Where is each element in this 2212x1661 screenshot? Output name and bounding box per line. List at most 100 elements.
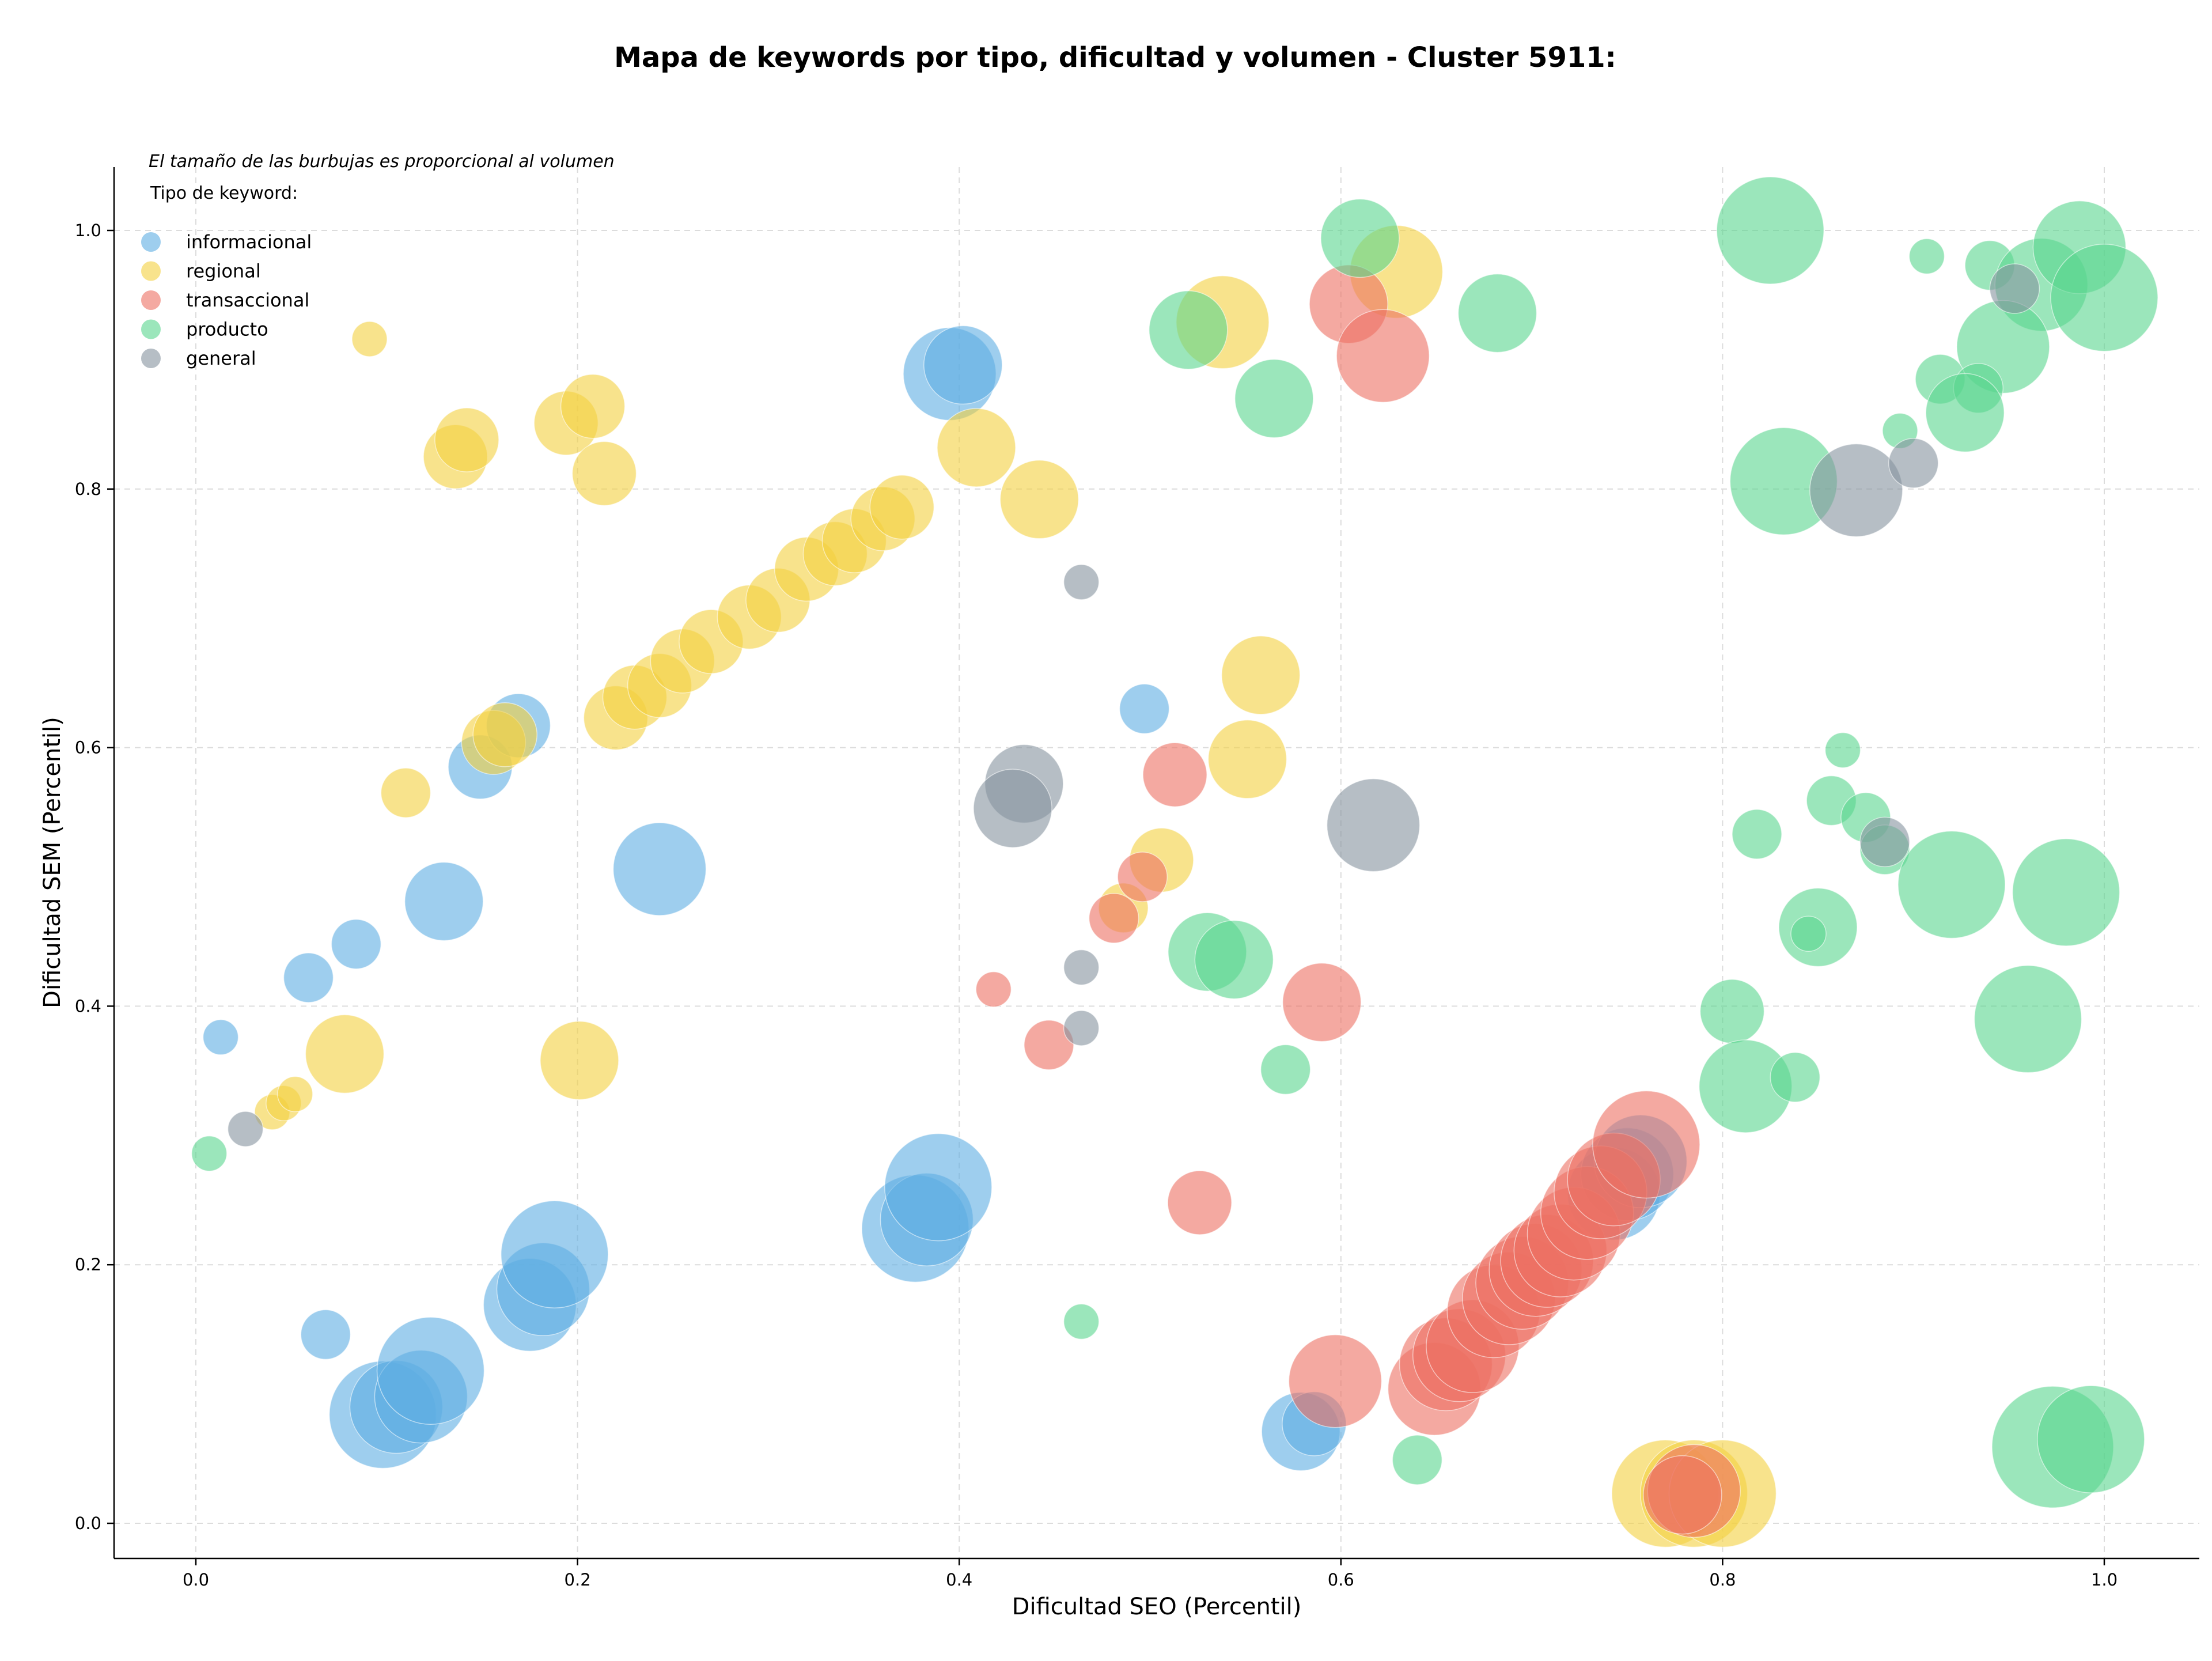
bubble-general-3 (1063, 564, 1100, 600)
legend-marker-transaccional (141, 290, 161, 310)
bubble-informacional-14 (376, 1316, 485, 1425)
bubble-producto-2 (1234, 358, 1314, 438)
bubble-producto-0 (1320, 198, 1400, 278)
bubble-general-0 (1989, 263, 2040, 314)
bubble-producto-25 (1974, 965, 2082, 1073)
bubble-informacional-10 (300, 1309, 351, 1360)
bubble-producto-24 (1790, 915, 1827, 952)
bubble-producto-22 (2012, 838, 2120, 947)
bubble-transaccional-26 (1643, 1455, 1722, 1535)
bubble-informacional-0 (202, 1019, 239, 1055)
bubble-regional-0 (351, 321, 388, 357)
legend-title: Tipo de keyword: (150, 183, 298, 203)
x-tick-label-5: 1.0 (2091, 1570, 2118, 1590)
legend-label-transaccional: transaccional (186, 289, 309, 311)
bubble-transaccional-24 (1592, 1090, 1700, 1199)
bubble-informacional-1 (283, 952, 334, 1003)
x-axis-label: Dificultad SEO (Percentil) (1012, 1594, 1302, 1620)
bubble-regional-4 (560, 373, 626, 439)
bubble-transaccional-6 (1024, 1019, 1074, 1070)
bubble-producto-19 (1732, 809, 1782, 860)
y-tick-label-3: 0.6 (75, 738, 101, 758)
bubble-transaccional-3 (1117, 852, 1168, 902)
bubble-producto-31 (1260, 1044, 1311, 1095)
bubble-producto-34 (1392, 1435, 1443, 1485)
bubble-general-7 (1859, 816, 1910, 868)
x-tick-label-4: 0.8 (1709, 1570, 1736, 1590)
legend: informacional regional transaccional produc… (141, 231, 312, 369)
bubble-informacional-8 (923, 325, 1003, 405)
y-axis-label: Dificultad SEM (Percentil) (39, 717, 66, 1008)
bubble-general-10 (227, 1111, 264, 1147)
bubble-producto-30 (1194, 920, 1274, 1000)
bubble-regional-8 (472, 702, 537, 767)
bubble-regional-31 (540, 1020, 619, 1100)
bubble-regional-29 (277, 1076, 313, 1113)
legend-marker-producto (141, 319, 161, 339)
legend-label-regional: regional (186, 260, 261, 282)
bubble-informacional-2 (331, 918, 382, 970)
bubble-informacional-9 (1119, 683, 1170, 735)
bubble-regional-24 (1207, 720, 1287, 799)
legend-marker-informacional (141, 232, 161, 252)
bubble-transaccional-8 (1167, 1170, 1232, 1235)
bubble-regional-20 (869, 474, 935, 540)
bubble-transaccional-1 (1336, 309, 1430, 403)
legend-label-general: general (186, 347, 256, 369)
bubble-producto-28 (1770, 1052, 1821, 1103)
bubble-producto-1 (1149, 290, 1228, 370)
bubble-transaccional-9 (1288, 1334, 1382, 1428)
bubble-producto-3 (1457, 273, 1537, 353)
bubble-regional-22 (999, 460, 1080, 539)
bubble-informacional-6 (612, 822, 707, 916)
y-tick-label-4: 0.8 (75, 479, 101, 499)
bubble-regional-6 (380, 767, 431, 818)
bubble-regional-30 (305, 1014, 385, 1094)
bubble-general-6 (1326, 778, 1421, 872)
bubble-producto-32 (191, 1135, 228, 1172)
y-tick-label-2: 0.4 (75, 996, 101, 1016)
bubble-informacional-17 (501, 1200, 609, 1308)
bubble-producto-4 (1716, 176, 1824, 285)
bubble-general-1 (1809, 443, 1903, 538)
bubble-regional-21 (937, 408, 1016, 487)
bubble-producto-33 (1063, 1303, 1100, 1340)
bubble-size-note: El tamaño de las burbujas es proporciona… (149, 152, 615, 172)
bubble-producto-26 (1699, 979, 1765, 1044)
bubble-regional-5 (571, 441, 637, 506)
bubble-regional-23 (1221, 635, 1301, 715)
series-producto (191, 176, 2158, 1508)
bubble-producto-10 (2050, 243, 2158, 352)
bubble-general-5 (973, 769, 1052, 848)
bubble-producto-36 (2037, 1385, 2145, 1493)
legend-marker-regional (141, 261, 161, 281)
bubble-transaccional-2 (1142, 742, 1207, 807)
bubble-producto-6 (1908, 238, 1945, 275)
legend-label-producto: producto (186, 319, 268, 340)
bubble-general-8 (1063, 949, 1100, 986)
bubble-informacional-3 (404, 861, 484, 941)
y-tick-label-0: 0.0 (75, 1514, 101, 1533)
bubble-general-2 (1888, 438, 1939, 489)
bubbles (191, 176, 2158, 1548)
chart-title: Mapa de keywords por tipo, dificultad y … (614, 41, 1616, 74)
bubble-informacional-20 (884, 1133, 993, 1242)
bubble-transaccional-4 (1088, 893, 1139, 944)
bubble-producto-14 (1925, 373, 2005, 453)
series-regional (254, 225, 1777, 1548)
series-general (227, 263, 2040, 1147)
legend-marker-general (141, 349, 161, 368)
bubble-producto-21 (1897, 830, 2006, 939)
x-tick-label-0: 0.0 (183, 1570, 209, 1590)
series-informacional (202, 325, 1688, 1471)
series-transaccional (975, 264, 1741, 1538)
bubble-transaccional-7 (1282, 962, 1362, 1042)
y-tick-label-5: 1.0 (75, 221, 101, 240)
y-tick-label-1: 0.2 (75, 1255, 101, 1274)
x-tick-label-1: 0.2 (565, 1570, 591, 1590)
legend-label-informacional: informacional (186, 231, 312, 253)
bubble-general-9 (1063, 1010, 1100, 1046)
bubble-producto-16 (1824, 732, 1861, 769)
x-tick-label-2: 0.4 (946, 1570, 972, 1590)
